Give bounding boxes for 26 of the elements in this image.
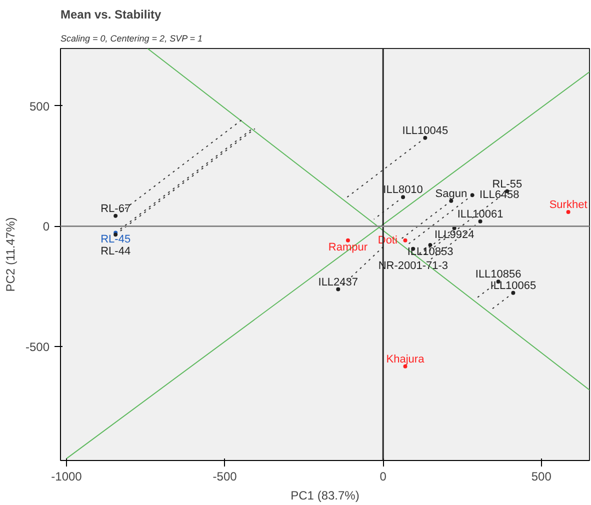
x-tick-label: 500 <box>531 470 552 484</box>
series-label: ILL8010 <box>383 184 423 196</box>
series-label: ILL9924 <box>434 229 474 242</box>
y-tick-label: 0 <box>42 220 50 234</box>
series-label: Khajura <box>386 353 426 366</box>
series-label: RL-67 <box>100 202 131 215</box>
chart-title: Mean vs. Stability <box>60 8 162 22</box>
series-label: RL-44 <box>100 246 131 258</box>
x-axis-title: PC1 (83.7%) <box>290 488 360 502</box>
series-label: ILL6458 <box>480 189 520 202</box>
series-label: ILL2437 <box>318 276 358 288</box>
y-tick-label: -500 <box>25 340 50 354</box>
x-tick-label: -500 <box>212 470 238 484</box>
x-tick-label: -1000 <box>51 470 82 484</box>
series-label: ILL10856 <box>475 268 522 281</box>
series-label: RL-45 <box>100 234 131 246</box>
y-tick-label: 500 <box>29 99 50 114</box>
series-label: Sagun <box>435 188 468 200</box>
chart-subtitle: Scaling = 0, Centering = 2, SVP = 1 <box>60 34 203 44</box>
y-axis-title: PC2 (11.47%) <box>3 217 18 292</box>
series-label: ILL10061 <box>457 208 504 220</box>
series-label: RL-55 <box>492 178 522 190</box>
series-label: Surkhet <box>549 199 588 211</box>
x-tick-label: 0 <box>380 470 387 484</box>
series-label: ILL10045 <box>402 124 448 137</box>
series-label: ILL10065 <box>490 280 536 292</box>
